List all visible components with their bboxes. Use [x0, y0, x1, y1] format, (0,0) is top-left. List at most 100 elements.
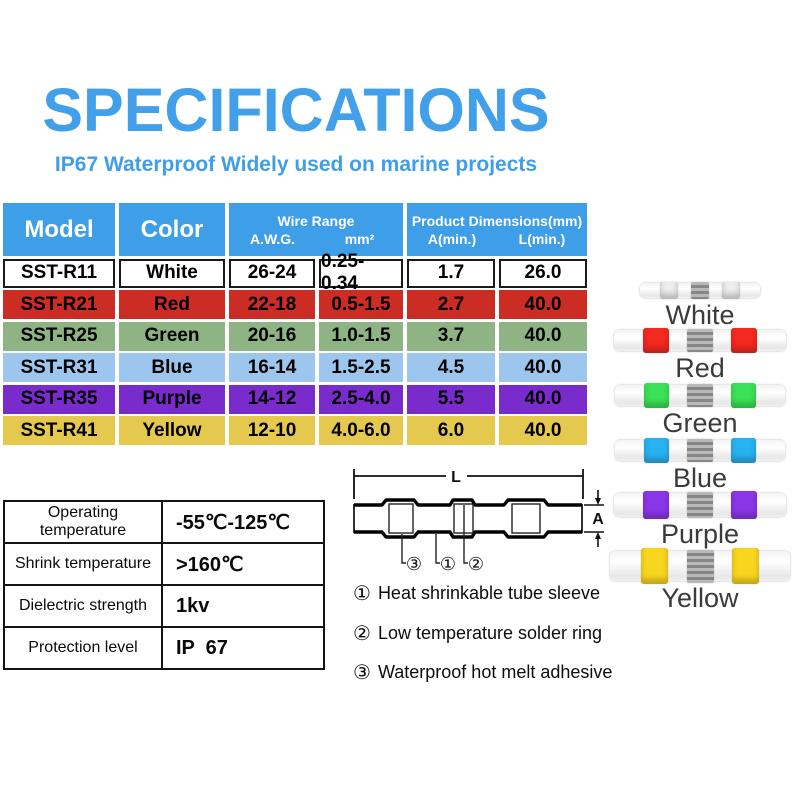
legend-item: ① Heat shrinkable tube sleeve [353, 581, 612, 606]
cell-a-min: 1.7 [407, 258, 495, 288]
cell-color: Yellow [119, 416, 225, 445]
cell-l-min: 40.0 [499, 290, 587, 319]
cell-color: Purple [119, 384, 225, 414]
callout-2: ② [468, 554, 484, 574]
property-label: Operating temperature [3, 500, 163, 544]
connector-color-label: Blue [672, 463, 728, 493]
cell-l-min: 40.0 [499, 416, 587, 445]
header-l-min: L(min.) [518, 230, 566, 247]
color-band [660, 281, 679, 300]
legend-text: Low temperature solder ring [377, 622, 603, 643]
legend-number: ① [353, 583, 371, 605]
diagram-legend: ① Heat shrinkable tube sleeve ② Low temp… [353, 581, 612, 700]
color-band [730, 490, 757, 520]
dim-label-L: L [451, 469, 461, 486]
header-awg: A.W.G. [249, 230, 296, 247]
connector-sample-white: White [600, 281, 800, 331]
legend-text: Waterproof hot melt adhesive [377, 662, 613, 682]
header-mm2: mm² [344, 230, 375, 247]
property-label: Shrink temperature [3, 542, 163, 586]
cell-l-min: 26.0 [499, 258, 587, 288]
cell-a-min: 5.5 [407, 384, 495, 414]
table-row: Protection level IP 67 [3, 626, 325, 670]
legend-item: ③ Waterproof hot melt adhesive [353, 660, 612, 685]
connector-sample-red: Red [600, 328, 800, 384]
property-value: >160℃ [161, 542, 325, 586]
color-band [643, 438, 670, 463]
cell-model: SST-R21 [3, 290, 115, 319]
header-dimensions-title: Product Dimensions(mm) [411, 212, 583, 229]
page-subtitle: IP67 Waterproof Widely used on marine pr… [54, 153, 538, 176]
page-title: SPECIFICATIONS [42, 76, 550, 144]
cell-l-min: 40.0 [499, 384, 587, 414]
cell-color: Green [119, 321, 225, 351]
connector-sample-blue: Blue [600, 438, 800, 494]
connector-photo [614, 490, 786, 520]
connector-photo [640, 281, 760, 300]
solder-ring [691, 282, 709, 299]
cell-awg: 12-10 [229, 416, 315, 445]
cell-model: SST-R35 [3, 384, 115, 414]
cell-mm2: 1.5-2.5 [319, 353, 403, 382]
color-band [732, 548, 760, 584]
table-row: Shrink temperature >160℃ [3, 542, 325, 586]
cell-color: White [119, 258, 225, 288]
callout-3: ③ [406, 554, 422, 574]
cell-awg: 14-12 [229, 384, 315, 414]
cell-mm2: 0.25-0.34 [319, 251, 403, 294]
property-value: 1kv [161, 584, 325, 628]
connector-photo [610, 548, 790, 584]
cell-mm2: 0.5-1.5 [319, 290, 403, 319]
header-a-min: A(min.) [427, 230, 477, 247]
property-value: IP 67 [161, 626, 325, 670]
cell-model: SST-R25 [3, 321, 115, 351]
solder-ring [687, 491, 713, 519]
cell-mm2: 1.0-1.5 [319, 321, 403, 351]
connector-dimension-diagram: L A ③ ① ② [353, 469, 604, 574]
color-band [730, 383, 757, 408]
cell-a-min: 6.0 [407, 416, 495, 445]
connector-sample-purple: Purple [600, 490, 800, 550]
cell-l-min: 40.0 [499, 321, 587, 351]
connector-color-label: Yellow [661, 583, 739, 613]
header-model: Model [3, 203, 115, 256]
cell-model: SST-R31 [3, 353, 115, 382]
cell-model: SST-R11 [3, 258, 115, 288]
spec-table: Model Color Wire Range A.W.G. mm² Produc… [3, 203, 587, 445]
properties-table: Operating temperature -55℃-125℃ Shrink t… [3, 500, 325, 670]
dim-label-A: A [592, 511, 604, 528]
color-band [643, 328, 670, 353]
connector-sample-green: Green [600, 383, 800, 439]
color-band [721, 281, 740, 300]
color-band [643, 490, 670, 520]
legend-number: ② [353, 622, 371, 645]
connector-photo [615, 438, 785, 463]
solder-ring [687, 328, 713, 353]
connector-color-label: Green [662, 408, 738, 438]
cell-color: Blue [119, 353, 225, 382]
connector-color-label: Red [675, 353, 725, 383]
cell-l-min: 40.0 [499, 353, 587, 382]
cell-awg: 26-24 [229, 258, 315, 288]
connector-photo [614, 328, 786, 353]
legend-number: ③ [353, 662, 371, 684]
cell-a-min: 3.7 [407, 321, 495, 351]
header-color: Color [119, 203, 225, 256]
cell-color: Red [119, 290, 225, 319]
cell-awg: 16-14 [229, 353, 315, 382]
property-value: -55℃-125℃ [161, 500, 325, 544]
header-wire-range: Wire Range A.W.G. mm² [229, 203, 403, 256]
connector-sample-yellow: Yellow [600, 548, 800, 614]
color-band [730, 438, 757, 463]
connector-color-label: Purple [660, 519, 740, 549]
table-row: Dielectric strength 1kv [3, 584, 325, 628]
cell-awg: 20-16 [229, 321, 315, 351]
cell-a-min: 2.7 [407, 290, 495, 319]
color-band [643, 383, 670, 408]
legend-item: ② Low temperature solder ring [353, 621, 612, 646]
solder-ring [686, 549, 714, 583]
cell-a-min: 4.5 [407, 353, 495, 382]
connector-color-label: White [665, 300, 735, 330]
header-dimensions: Product Dimensions(mm) A(min.) L(min.) [407, 203, 587, 256]
